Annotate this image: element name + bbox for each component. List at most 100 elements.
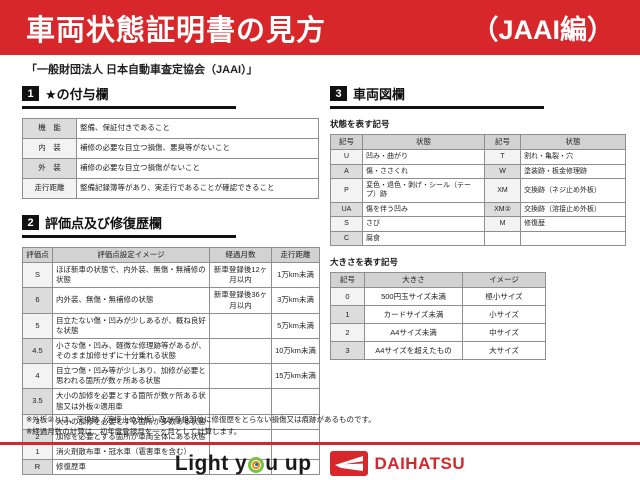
state-cell: 腐食 <box>362 230 485 247</box>
size-image-cell: 極小サイズ <box>462 287 546 307</box>
col-header: 走行距離 <box>271 246 320 264</box>
size-image-cell: 中サイズ <box>462 323 546 343</box>
table-row: 0 500円玉サイズ未満 極小サイズ <box>330 287 546 307</box>
col-header: イメージ <box>462 272 546 289</box>
table-row: 3.5 大小の加修を必要とする箇所が数ヶ所ある状態又は外板②適用車 <box>22 388 320 415</box>
grade-cell: 6 <box>22 287 53 314</box>
mileage-cell: 10万km未満 <box>271 337 320 365</box>
grade-cell: 4 <box>22 363 53 390</box>
table-row: 5 目立たない傷・凹みが少しあるが、概ね良好な状態 5万km未満 <box>22 312 320 339</box>
table-row: 2 A4サイズ未満 中サイズ <box>330 323 546 343</box>
size-symbol-cell: 0 <box>330 287 365 307</box>
grade-cell: 3 <box>22 413 53 430</box>
col-header: 記号 <box>484 133 521 151</box>
state-cell: さび <box>362 216 485 232</box>
symbol-cell: XM② <box>484 201 521 218</box>
table-row: 3 A4サイズを超えたもの 大サイズ <box>330 341 546 361</box>
red-divider-line <box>0 442 640 445</box>
mileage-cell: 3万km未満 <box>271 287 320 314</box>
mileage-cell: 5万km未満 <box>271 312 320 339</box>
mileage-cell <box>271 458 320 476</box>
desc-cell: 目立たない傷・凹みが少しあるが、概ね良好な状態 <box>52 312 210 339</box>
page-title: 車両状態証明書の見方 <box>26 14 327 47</box>
right-column: 3 車両図欄 状態を表す記号 記号 状態 記号 状態 U 凹み・曲がり T 割れ… <box>330 84 626 361</box>
footnotes: ※外板②とは、交換跡（溶接止め外板）及び骨格部位に修復歴をとらない損傷又は痕跡が… <box>26 414 376 438</box>
criteria-label: 走行距離 <box>22 178 77 199</box>
condition-symbols-table: 記号 状態 記号 状態 U 凹み・曲がり T 割れ・亀裂・穴 A 傷・ささくれ … <box>330 133 626 247</box>
table-row: U 凹み・曲がり T 割れ・亀裂・穴 <box>330 149 626 165</box>
desc-cell: 目立つ傷・凹み等が少しあり、加修が必要と思われる箇所が数ヶ所ある状態 <box>52 363 210 390</box>
table-row: S さび M 修復歴 <box>330 216 626 232</box>
symbols-table-label: 状態を表す記号 <box>330 119 390 129</box>
state-cell: 割れ・亀裂・穴 <box>520 149 626 165</box>
grade-cell: S <box>22 262 53 289</box>
criteria-desc: 整備、保証付きであること <box>76 118 319 139</box>
symbol-cell: S <box>330 216 363 232</box>
section3-title: 車両図欄 <box>353 87 406 102</box>
criteria-desc: 補修の必要な目立つ損傷、悪臭等がないこと <box>76 138 319 159</box>
col-header: 評価点設定イメージ <box>52 246 210 264</box>
symbol-cell: A <box>330 163 363 180</box>
symbol-cell: U <box>330 149 363 165</box>
title-banner: 車両状態証明書の見方 （JAAI編） <box>0 0 640 55</box>
daihatsu-wordmark: DAIHATSU <box>374 453 466 473</box>
evaluation-table: 評価点 評価点設定イメージ 経過月数 走行距離 S ほぼ新車の状態で、内外装、無… <box>22 246 320 476</box>
grade-cell: 3.5 <box>22 388 53 415</box>
months-cell <box>209 312 272 339</box>
section3-badge: 3 <box>330 86 347 101</box>
criteria-label: 機 能 <box>22 118 77 139</box>
col-header: 大きさ <box>364 272 463 289</box>
section3-heading: 3 車両図欄 <box>330 84 544 109</box>
footer-logos: Light y u up DAIHATSU <box>0 451 640 476</box>
size-desc-cell: A4サイズ未満 <box>364 323 463 343</box>
size-desc-cell: 500円玉サイズ未満 <box>364 287 463 307</box>
size-image-cell: 大サイズ <box>462 341 546 361</box>
grade-cell: 5 <box>22 312 53 339</box>
table-row: UA 傷を伴う凹み XM② 交換跡（溶接止め外板） <box>330 201 626 218</box>
state-cell: 交換跡（溶接止め外板） <box>520 201 626 218</box>
table-header-row: 記号 状態 記号 状態 <box>330 133 626 151</box>
grade-cell: R <box>22 458 53 476</box>
footnote-line: ※外板②とは、交換跡（溶接止め外板）及び骨格部位に修復歴をとらない損傷又は痕跡が… <box>26 415 376 424</box>
table-row: 外 装 補修の必要な目立つ損傷がないこと <box>22 158 319 179</box>
state-cell: 傷を伴う凹み <box>362 201 485 218</box>
table-row: 4 目立つ傷・凹み等が少しあり、加修が必要と思われる箇所が数ヶ所ある状態 15万… <box>22 363 320 390</box>
months-cell <box>209 337 272 365</box>
slogan-text-right: u up <box>265 451 312 475</box>
left-column: 1 ★の付与欄 機 能 整備、保証付きであること 内 装 補修の必要な目立つ損傷… <box>22 84 320 476</box>
section2-heading: 2 評価点及び修復歴欄 <box>22 213 236 238</box>
criteria-label: 内 装 <box>22 138 77 159</box>
table-row: S ほぼ新車の状態で、内外装、無傷・無補修の状態 新車登録後12ヶ月以内 1万k… <box>22 262 320 289</box>
col-header: 状態 <box>362 133 485 151</box>
state-cell: 凹み・曲がり <box>362 149 485 165</box>
table-row: 内 装 補修の必要な目立つ損傷、悪臭等がないこと <box>22 138 319 159</box>
months-cell: 新車登録後12ヶ月以内 <box>209 262 272 289</box>
symbol-cell: P <box>330 178 363 203</box>
state-cell: 変色・退色・剥げ・シール（テープ）跡 <box>362 178 485 203</box>
months-cell: 新車登録後36ヶ月以内 <box>209 287 272 314</box>
target-rings-icon-dot <box>254 463 258 466</box>
table-row: P 変色・退色・剥げ・シール（テープ）跡 XM 交換跡（ネジ止め外板） <box>330 178 626 203</box>
size-image-cell: 小サイズ <box>462 305 546 325</box>
col-header: 経過月数 <box>209 246 272 264</box>
state-cell: 交換跡（ネジ止め外板） <box>520 178 626 203</box>
symbol-cell: UA <box>330 201 363 218</box>
table-row: 機 能 整備、保証付きであること <box>22 118 319 139</box>
grade-cell: 2 <box>22 428 53 445</box>
desc-cell: 内外装、無傷・無補修の状態 <box>52 287 210 314</box>
table-row: 2 加修を必要とする箇所が車両全体にある状態 <box>22 428 320 445</box>
table-row: 1 カードサイズ未満 小サイズ <box>330 305 546 325</box>
table-row: 走行距離 整備記録簿等があり、実走行であることが確認できること <box>22 178 319 199</box>
state-cell: 傷・ささくれ <box>362 163 485 180</box>
desc-cell: 小さな傷・凹み、軽微な修理跡等があるが、そのまま加修せずに十分乗れる状態 <box>52 337 210 365</box>
criteria-desc: 補修の必要な目立つ損傷がないこと <box>76 158 319 179</box>
col-header: 状態 <box>520 133 626 151</box>
target-rings-icon <box>248 456 265 473</box>
table-row: 6 内外装、無傷・無補修の状態 新車登録後36ヶ月以内 3万km未満 <box>22 287 320 314</box>
grade-cell: 4.5 <box>22 337 53 365</box>
sizes-table-label: 大きさを表す記号 <box>330 257 399 268</box>
state-cell: 修復歴 <box>520 216 626 232</box>
symbol-cell: C <box>330 230 363 247</box>
state-cell <box>520 230 626 247</box>
table-header-row: 評価点 評価点設定イメージ 経過月数 走行距離 <box>22 246 320 264</box>
